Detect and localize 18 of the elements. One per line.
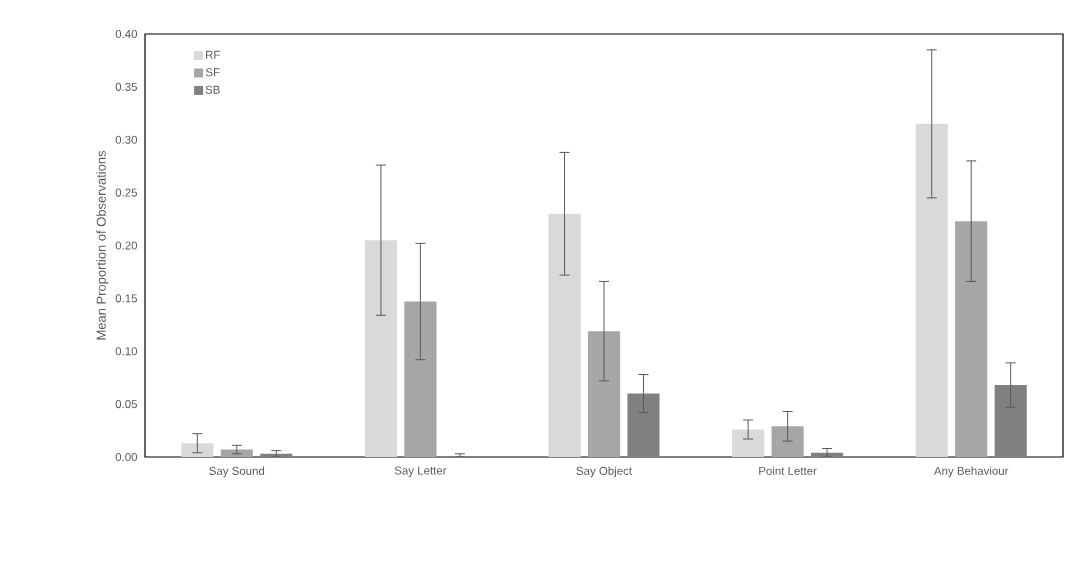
legend-label: SB: [205, 85, 220, 94]
y-tick-label: 0.05: [115, 400, 138, 409]
y-tick-label: 0.40: [115, 29, 138, 39]
x-tick-label: Any Behaviour: [933, 466, 1009, 478]
y-tick-label: 0.00: [115, 452, 138, 462]
y-tick-label: 0.20: [115, 241, 138, 250]
y-tick-label: 0.10: [115, 347, 138, 356]
x-tick-label: Say Sound: [209, 466, 265, 478]
legend-label: SF: [205, 68, 220, 77]
y-axis-title: Mean Proportion of Observations: [96, 150, 109, 340]
legend-label: RF: [206, 50, 220, 59]
y-tick-label: 0.15: [115, 294, 138, 303]
x-tick-label: Point Letter: [759, 466, 817, 475]
x-tick-label: Say Letter: [394, 466, 447, 477]
y-tick-label: 0.25: [115, 188, 138, 197]
x-tick-label: Say Object: [576, 466, 632, 478]
y-tick-label: 0.30: [115, 135, 138, 144]
y-tick-label: 0.35: [115, 82, 138, 91]
